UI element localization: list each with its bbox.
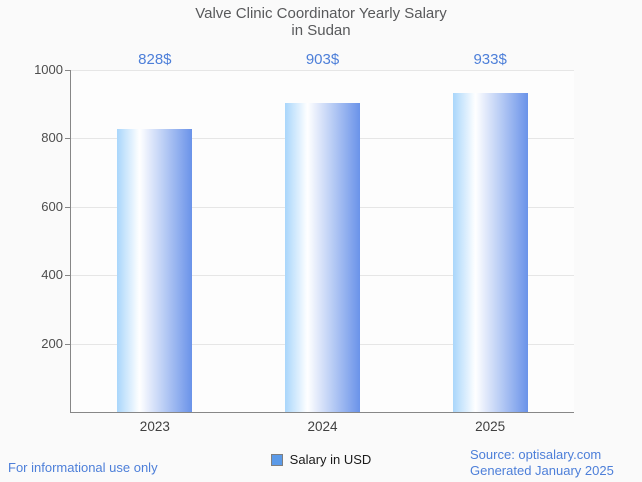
ytick-mark-1000 xyxy=(65,70,71,71)
chart-title-line2: in Sudan xyxy=(291,22,351,39)
gridline-1000 xyxy=(71,70,574,71)
ytick-label-800: 800 xyxy=(41,129,63,145)
bar-2025 xyxy=(452,93,528,412)
chart-title-line1: Valve Clinic Coordinator Yearly Salary xyxy=(195,5,447,22)
ytick-mark-800 xyxy=(65,138,71,139)
disclaimer-text: For informational use only xyxy=(8,460,158,475)
source-text: Source: optisalary.com xyxy=(470,447,602,462)
ytick-mark-400 xyxy=(65,275,71,276)
generated-text: Generated January 2025 xyxy=(470,463,614,478)
legend-label: Salary in USD xyxy=(289,452,372,467)
ytick-label-200: 200 xyxy=(41,335,63,351)
legend: Salary in USD xyxy=(0,452,642,467)
value-label-2025: 933$ xyxy=(473,51,507,68)
ytick-mark-200 xyxy=(65,344,71,345)
bar-2024 xyxy=(285,103,360,412)
xtick-label-2023: 2023 xyxy=(139,419,170,434)
chart-title: Valve Clinic Coordinator Yearly Salary i… xyxy=(0,5,642,39)
ytick-mark-600 xyxy=(65,207,71,208)
plot-area: 200 400 600 800 1000 828$ 2023 903$ 2024 933$ 2025 xyxy=(34,51,574,434)
legend-swatch-icon xyxy=(270,453,283,466)
ytick-label-400: 400 xyxy=(41,266,63,282)
value-label-2024: 903$ xyxy=(305,51,340,68)
ytick-label-1000: 1000 xyxy=(34,61,63,77)
value-label-2023: 828$ xyxy=(138,51,172,68)
xtick-label-2025: 2025 xyxy=(475,419,506,434)
source-block: Source: optisalary.com Generated January… xyxy=(470,447,614,479)
ytick-label-600: 600 xyxy=(41,198,63,214)
bar-2023 xyxy=(117,129,193,412)
xtick-label-2024: 2024 xyxy=(307,419,338,434)
